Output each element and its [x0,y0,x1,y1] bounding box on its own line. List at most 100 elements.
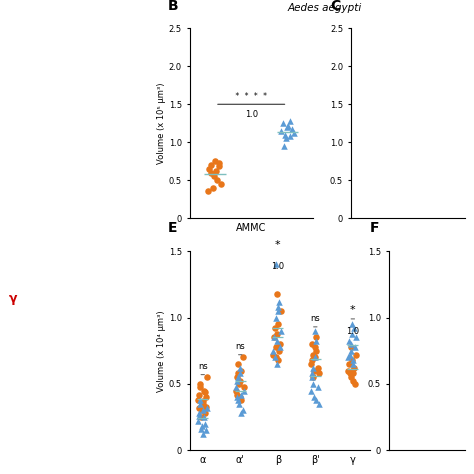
Text: E: E [168,221,177,235]
Text: * * * *: * * * * [235,92,267,101]
Text: B: B [167,0,178,13]
Point [237,367,245,374]
Point [276,343,284,351]
Point [349,360,356,368]
Point [200,430,207,438]
Point [234,391,241,398]
Point [310,367,318,374]
Point [270,347,277,355]
Text: 1.0: 1.0 [245,110,258,119]
Point [197,380,204,388]
Point [288,125,296,132]
Point [237,396,245,404]
Point [348,320,356,328]
Point [352,351,360,358]
Point [215,160,222,167]
Point [272,354,280,361]
Point [271,334,278,341]
Point [307,387,315,394]
Point [233,374,241,381]
Point [196,410,203,417]
Point [235,380,243,388]
Point [271,324,279,332]
Point [348,330,356,337]
Text: ns: ns [310,314,320,323]
Text: Aedes aegypti: Aedes aegypti [288,3,362,13]
Point [347,374,355,381]
Point [236,364,243,372]
Point [275,347,283,355]
Point [311,354,319,361]
Point [270,351,277,358]
Text: *: * [275,240,281,250]
Text: 1.0: 1.0 [346,327,359,336]
Point [349,370,356,377]
Point [198,407,205,414]
Point [349,377,357,385]
Point [310,380,317,388]
Point [279,119,287,127]
Point [348,356,356,364]
Point [239,354,246,361]
Point [308,374,316,381]
Point [348,367,356,374]
Point [352,334,360,341]
Point [277,307,285,315]
Point [273,337,281,345]
Point [218,180,225,188]
Point [290,129,298,137]
Point [234,374,242,381]
Point [312,334,319,341]
Point [347,340,355,348]
Point [198,425,205,433]
Point [311,343,319,351]
Point [235,370,242,377]
Point [309,351,317,358]
Point [274,303,282,311]
Point [345,354,352,361]
Text: C: C [330,0,340,13]
Point [195,404,203,411]
Point [307,360,315,368]
Point [274,307,282,315]
Point [196,383,204,391]
Point [201,420,209,428]
Point [347,347,355,355]
Point [203,403,210,410]
Text: 1.0: 1.0 [271,262,284,271]
Point [315,370,322,377]
Point [346,351,354,358]
Point [237,370,244,377]
Point [276,340,284,348]
Point [240,383,247,391]
Point [346,370,354,377]
Point [200,397,207,405]
Point [345,367,352,374]
Point [347,343,355,351]
Point [309,370,316,377]
Y-axis label: Volume (x 10⁵ μm³): Volume (x 10⁵ μm³) [157,82,166,164]
Point [210,173,217,180]
Point [312,396,319,404]
Point [277,127,285,135]
Point [237,410,245,417]
Point [203,374,211,381]
Point [351,343,359,351]
Point [273,360,281,368]
Point [216,163,223,170]
Point [209,184,217,191]
Point [196,391,203,398]
Point [201,388,209,396]
Point [194,396,202,404]
Point [271,354,279,361]
Point [202,427,210,434]
Point [201,410,209,417]
Text: F: F [370,221,379,235]
Text: ns: ns [198,362,208,371]
Point [233,393,241,401]
Point [213,176,221,184]
Point [239,407,246,414]
Point [313,347,320,355]
Point [232,387,239,394]
Point [314,364,321,372]
